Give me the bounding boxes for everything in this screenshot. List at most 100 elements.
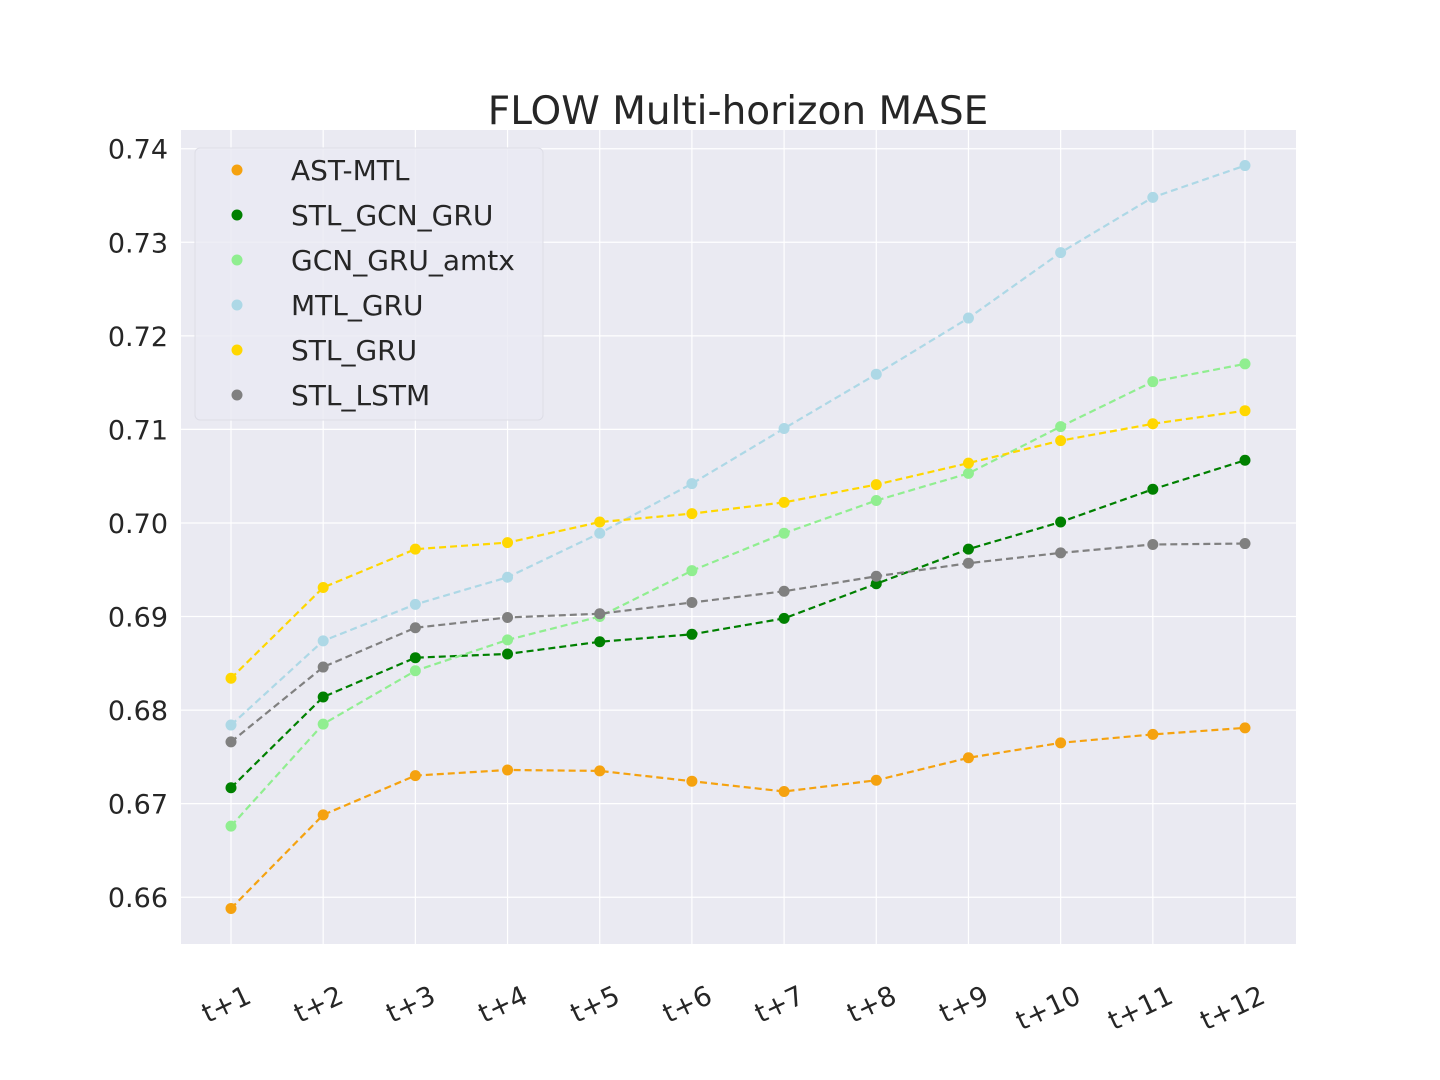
data-point bbox=[317, 718, 329, 730]
x-tick-label: t+9 bbox=[935, 980, 994, 1029]
series-line bbox=[230, 409, 1246, 680]
data-point bbox=[778, 496, 790, 508]
data-point bbox=[225, 820, 237, 832]
series-ast-mtl bbox=[225, 722, 1251, 914]
legend-item: AST-MTL bbox=[231, 154, 410, 187]
data-point bbox=[686, 596, 698, 608]
series-line bbox=[230, 362, 1246, 827]
legend-marker bbox=[231, 344, 243, 356]
x-tick-label: t+7 bbox=[750, 980, 809, 1029]
data-point bbox=[870, 570, 882, 582]
series-mtl-gru bbox=[225, 160, 1251, 731]
data-point bbox=[1147, 483, 1159, 495]
data-point bbox=[317, 691, 329, 703]
data-point bbox=[225, 782, 237, 794]
y-tick-label: 0.71 bbox=[108, 415, 168, 446]
data-point bbox=[317, 809, 329, 821]
data-point bbox=[594, 527, 606, 539]
data-point bbox=[962, 467, 974, 479]
y-tick-label: 0.66 bbox=[108, 883, 168, 914]
data-point bbox=[962, 557, 974, 569]
x-tick-label: t+1 bbox=[197, 980, 256, 1029]
data-point bbox=[409, 770, 421, 782]
data-point bbox=[1239, 454, 1251, 466]
data-point bbox=[225, 902, 237, 914]
data-point bbox=[1239, 358, 1251, 370]
y-tick-label: 0.73 bbox=[108, 228, 168, 259]
series-line bbox=[230, 542, 1246, 743]
data-point bbox=[502, 611, 514, 623]
data-point bbox=[870, 479, 882, 491]
data-point bbox=[870, 495, 882, 507]
data-point bbox=[594, 765, 606, 777]
data-point bbox=[778, 585, 790, 597]
data-point bbox=[1147, 728, 1159, 740]
data-point bbox=[409, 652, 421, 664]
data-point bbox=[686, 508, 698, 520]
data-point bbox=[1055, 421, 1067, 433]
y-tick-label: 0.68 bbox=[108, 696, 168, 727]
data-point bbox=[870, 774, 882, 786]
legend-frame bbox=[194, 147, 544, 421]
data-point bbox=[1239, 538, 1251, 550]
data-point bbox=[1055, 737, 1067, 749]
data-point bbox=[1055, 247, 1067, 259]
data-point bbox=[1055, 547, 1067, 559]
data-point bbox=[962, 543, 974, 555]
legend-marker bbox=[231, 389, 243, 401]
data-point bbox=[686, 478, 698, 490]
x-axis-tick-labels: t+1 t+2 t+3 t+4 t+5 t+6 t+7 t+8 t+9 t+10 t+11 t+12 bbox=[197, 980, 1270, 1037]
data-point bbox=[962, 752, 974, 764]
data-point bbox=[686, 565, 698, 577]
data-point bbox=[594, 516, 606, 528]
legend-item: GCN_GRU_amtx bbox=[231, 244, 515, 277]
x-tick-label: t+3 bbox=[382, 980, 441, 1029]
series-stl-gcn-gru bbox=[225, 454, 1251, 794]
legend-item: MTL_GRU bbox=[231, 289, 424, 322]
data-point bbox=[225, 736, 237, 748]
data-point bbox=[225, 672, 237, 684]
data-point bbox=[1239, 722, 1251, 734]
x-tick-label: t+10 bbox=[1011, 980, 1085, 1037]
data-point bbox=[778, 422, 790, 434]
x-tick-label: t+6 bbox=[658, 980, 717, 1029]
data-point bbox=[1055, 435, 1067, 447]
x-tick-label: t+5 bbox=[566, 980, 625, 1029]
data-point bbox=[594, 608, 606, 620]
chart-title: FLOW Multi-horizon MASE bbox=[488, 89, 988, 134]
data-point bbox=[409, 665, 421, 677]
data-point bbox=[317, 582, 329, 594]
legend-marker bbox=[231, 209, 243, 221]
y-tick-label: 0.74 bbox=[108, 135, 168, 166]
data-point bbox=[225, 719, 237, 731]
x-tick-label: t+11 bbox=[1103, 980, 1177, 1037]
data-point bbox=[409, 543, 421, 555]
x-tick-label: t+4 bbox=[474, 980, 533, 1029]
series-stl-gru bbox=[225, 405, 1251, 684]
data-point bbox=[1147, 376, 1159, 388]
data-point bbox=[317, 661, 329, 673]
data-point bbox=[1147, 418, 1159, 430]
data-point bbox=[409, 598, 421, 610]
legend-label: MTL_GRU bbox=[291, 289, 424, 322]
legend-label: GCN_GRU_amtx bbox=[291, 244, 515, 277]
data-point bbox=[1147, 191, 1159, 203]
data-point bbox=[1055, 516, 1067, 528]
data-point bbox=[409, 622, 421, 634]
data-point bbox=[594, 636, 606, 648]
y-tick-label: 0.72 bbox=[108, 322, 168, 353]
legend: AST-MTL STL_GCN_GRU GCN_GRU_amtx MTL_GRU STL… bbox=[194, 147, 544, 421]
data-point bbox=[1147, 538, 1159, 550]
data-point bbox=[962, 312, 974, 324]
data-point bbox=[778, 785, 790, 797]
data-point bbox=[502, 648, 514, 660]
data-point bbox=[1239, 160, 1251, 172]
data-point bbox=[502, 571, 514, 583]
legend-label: AST-MTL bbox=[291, 154, 410, 187]
legend-label: STL_GRU bbox=[291, 334, 417, 367]
x-tick-label: t+12 bbox=[1196, 980, 1270, 1037]
legend-marker bbox=[231, 164, 243, 176]
legend-label: STL_LSTM bbox=[291, 379, 430, 412]
